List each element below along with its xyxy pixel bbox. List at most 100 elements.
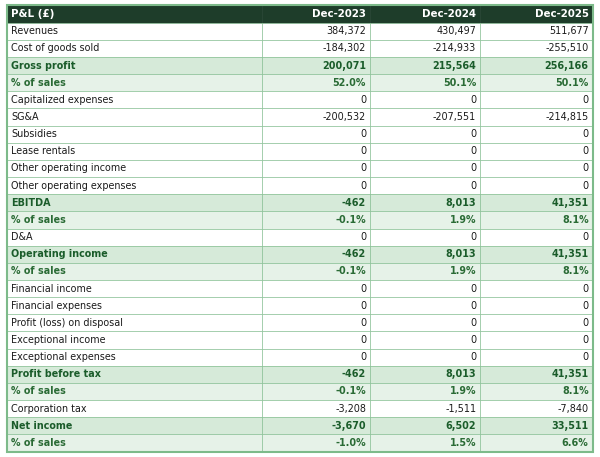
Text: 8.1%: 8.1% — [562, 387, 589, 397]
Bar — [7, 228, 262, 246]
Bar — [481, 366, 593, 383]
Bar — [481, 383, 593, 400]
Text: Dec-2025: Dec-2025 — [535, 9, 589, 19]
Text: -0.1%: -0.1% — [335, 215, 366, 225]
Bar — [262, 263, 370, 280]
Bar — [7, 194, 262, 211]
Bar — [481, 160, 593, 177]
Text: Financial income: Financial income — [11, 283, 92, 293]
Text: 8.1%: 8.1% — [562, 266, 589, 276]
Bar — [262, 246, 370, 263]
Bar — [262, 280, 370, 297]
Bar — [370, 160, 481, 177]
Bar — [481, 108, 593, 126]
Text: Exceptional income: Exceptional income — [11, 335, 106, 345]
Bar — [262, 5, 370, 23]
Bar — [481, 177, 593, 194]
Bar — [7, 366, 262, 383]
Bar — [262, 57, 370, 74]
Text: 0: 0 — [583, 232, 589, 242]
Text: 256,166: 256,166 — [545, 60, 589, 70]
Text: 0: 0 — [583, 95, 589, 105]
Text: 8,013: 8,013 — [446, 369, 476, 379]
Bar — [7, 40, 262, 57]
Bar — [262, 400, 370, 417]
Bar — [370, 57, 481, 74]
Text: 0: 0 — [470, 318, 476, 328]
Text: 0: 0 — [583, 129, 589, 139]
Bar — [7, 160, 262, 177]
Bar — [370, 280, 481, 297]
Text: 0: 0 — [470, 181, 476, 191]
Text: 1.9%: 1.9% — [449, 215, 476, 225]
Bar — [7, 280, 262, 297]
Text: 6.6%: 6.6% — [562, 438, 589, 448]
Bar — [7, 314, 262, 331]
Bar — [262, 211, 370, 228]
Text: 0: 0 — [360, 181, 366, 191]
Bar — [481, 91, 593, 108]
Text: 0: 0 — [470, 335, 476, 345]
Text: 1.9%: 1.9% — [449, 387, 476, 397]
Text: SG&A: SG&A — [11, 112, 39, 122]
Bar — [7, 349, 262, 366]
Text: -207,551: -207,551 — [433, 112, 476, 122]
Bar — [370, 211, 481, 228]
Bar — [7, 263, 262, 280]
Bar — [370, 194, 481, 211]
Text: 0: 0 — [583, 335, 589, 345]
Text: 0: 0 — [360, 129, 366, 139]
Text: Capitalized expenses: Capitalized expenses — [11, 95, 114, 105]
Bar — [481, 126, 593, 143]
Bar — [481, 57, 593, 74]
Bar — [481, 194, 593, 211]
Bar — [481, 314, 593, 331]
Bar — [7, 108, 262, 126]
Text: 0: 0 — [470, 146, 476, 156]
Text: Net income: Net income — [11, 421, 73, 431]
Bar — [481, 349, 593, 366]
Bar — [370, 126, 481, 143]
Text: Subsidies: Subsidies — [11, 129, 57, 139]
Bar — [262, 349, 370, 366]
Text: 41,351: 41,351 — [551, 369, 589, 379]
Bar — [370, 331, 481, 349]
Bar — [370, 177, 481, 194]
Bar — [481, 5, 593, 23]
Bar — [481, 246, 593, 263]
Text: 215,564: 215,564 — [432, 60, 476, 70]
Text: P&L (£): P&L (£) — [11, 9, 55, 19]
Text: 41,351: 41,351 — [551, 249, 589, 259]
Text: 0: 0 — [470, 283, 476, 293]
Text: 6,502: 6,502 — [446, 421, 476, 431]
Text: -462: -462 — [342, 369, 366, 379]
Bar — [370, 143, 481, 160]
Bar — [262, 434, 370, 452]
Bar — [262, 177, 370, 194]
Bar — [7, 383, 262, 400]
Text: 0: 0 — [360, 335, 366, 345]
Bar — [370, 400, 481, 417]
Text: % of sales: % of sales — [11, 215, 66, 225]
Bar — [370, 263, 481, 280]
Text: D&A: D&A — [11, 232, 33, 242]
Bar — [262, 194, 370, 211]
Bar — [370, 23, 481, 40]
Bar — [481, 74, 593, 91]
Text: -3,208: -3,208 — [335, 404, 366, 414]
Text: Corporation tax: Corporation tax — [11, 404, 87, 414]
Text: 0: 0 — [470, 95, 476, 105]
Bar — [481, 23, 593, 40]
Text: 0: 0 — [583, 352, 589, 362]
Bar — [481, 400, 593, 417]
Bar — [262, 417, 370, 434]
Bar — [262, 23, 370, 40]
Text: -214,815: -214,815 — [545, 112, 589, 122]
Text: Revenues: Revenues — [11, 26, 58, 36]
Bar — [7, 297, 262, 314]
Bar — [481, 434, 593, 452]
Bar — [370, 228, 481, 246]
Bar — [262, 160, 370, 177]
Text: 8.1%: 8.1% — [562, 215, 589, 225]
Text: 0: 0 — [470, 129, 476, 139]
